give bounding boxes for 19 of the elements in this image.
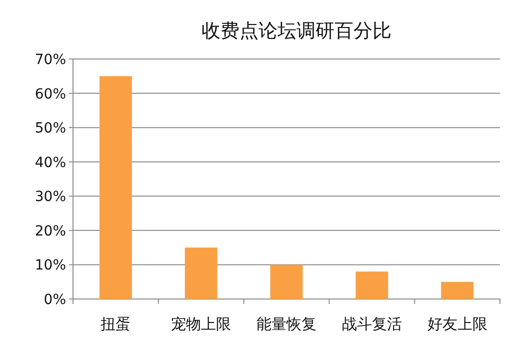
x-tick-label: 扭蛋 (100, 315, 131, 333)
y-tick-label: 50% (34, 120, 66, 137)
x-tick-label: 能量恢复 (256, 315, 316, 333)
y-tick-label: 70% (34, 52, 66, 68)
y-tick-label: 60% (34, 86, 66, 102)
y-tick-label: 20% (34, 223, 66, 240)
y-tick-label: 40% (34, 154, 66, 171)
y-tick-label: 30% (34, 189, 66, 206)
bar (184, 248, 218, 299)
bar (441, 282, 474, 299)
bar (356, 272, 388, 299)
y-tick-label: 10% (34, 258, 66, 274)
y-tick-label: 0% (44, 292, 66, 308)
bar (99, 76, 132, 299)
x-tick-label: 宠物上限 (171, 315, 232, 333)
x-tick-label: 战斗复活 (342, 315, 402, 333)
chart-title: 收费点论坛调研百分比 (202, 20, 392, 42)
x-tick-label: 好友上限 (427, 315, 488, 333)
bar (270, 264, 303, 299)
